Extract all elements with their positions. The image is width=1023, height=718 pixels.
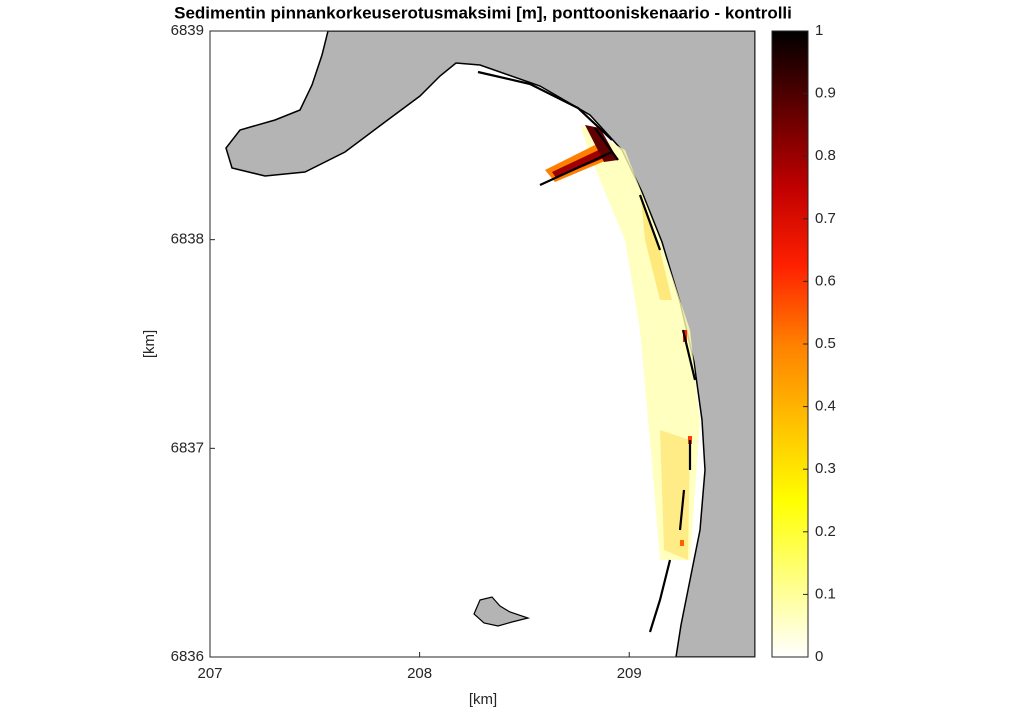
chart-title: Sedimentin pinnankorkeuserotusmaksimi [m… xyxy=(174,3,792,22)
map xyxy=(225,31,755,657)
y-axis-label: [km] xyxy=(141,330,158,358)
axes: 207 208 209 6836 6837 6838 6839 xyxy=(171,22,642,682)
colorbar-tick-label: 0.3 xyxy=(815,460,836,477)
colorbar-tick-label: 0.7 xyxy=(815,210,836,227)
colorbar xyxy=(771,30,809,658)
axes-box xyxy=(209,30,756,658)
x-tick-label: 209 xyxy=(617,665,642,682)
colorbar-tick-label: 1 xyxy=(815,22,823,39)
land xyxy=(225,31,755,657)
y-tick-label: 6838 xyxy=(171,231,204,248)
colorbar-tick-label: 0.2 xyxy=(815,523,836,540)
island xyxy=(473,596,531,627)
x-tick-label: 208 xyxy=(407,665,432,682)
x-tick-label: 207 xyxy=(197,665,222,682)
colorbar-tick-label: 0.4 xyxy=(815,398,836,415)
colorbar-tick-label: 0 xyxy=(815,648,823,665)
y-tick-label: 6839 xyxy=(171,22,204,39)
y-tick-label: 6836 xyxy=(171,648,204,665)
x-axis-label: [km] xyxy=(469,691,497,708)
y-tick-label: 6837 xyxy=(171,439,204,456)
colorbar-tick-label: 0.1 xyxy=(815,585,836,602)
colorbar-tick-label: 0.9 xyxy=(815,85,836,102)
colorbar-tick-label: 0.8 xyxy=(815,147,836,164)
structures xyxy=(477,70,697,633)
colorbar-tick-label: 0.6 xyxy=(815,272,836,289)
colorbar-tick-label: 0.5 xyxy=(815,335,836,352)
